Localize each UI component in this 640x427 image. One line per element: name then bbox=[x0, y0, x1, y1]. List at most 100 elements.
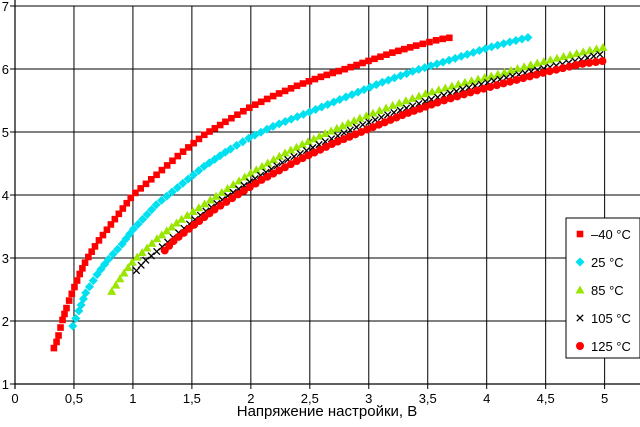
data-point bbox=[50, 344, 58, 352]
data-point bbox=[108, 249, 118, 259]
data-point bbox=[251, 179, 260, 188]
data-point bbox=[467, 76, 477, 85]
data-point bbox=[486, 82, 495, 91]
data-point bbox=[142, 180, 150, 188]
data-point bbox=[359, 59, 366, 67]
data-point bbox=[479, 84, 488, 93]
data-point bbox=[79, 265, 86, 272]
data-point bbox=[292, 142, 302, 151]
data-point bbox=[263, 95, 271, 103]
data-point bbox=[263, 172, 272, 181]
data-point bbox=[163, 162, 171, 169]
data-point bbox=[453, 92, 462, 101]
data-point bbox=[132, 252, 142, 261]
data-point bbox=[115, 210, 123, 218]
legend-marker bbox=[576, 314, 584, 322]
y-tick-label: 2 bbox=[2, 314, 9, 329]
data-point bbox=[365, 57, 372, 65]
data-point bbox=[71, 313, 81, 323]
series bbox=[50, 33, 608, 352]
data-point bbox=[532, 58, 542, 67]
data-point bbox=[347, 63, 354, 71]
data-point bbox=[511, 36, 521, 46]
series-1 bbox=[68, 33, 533, 331]
data-point bbox=[147, 205, 157, 215]
data-point bbox=[275, 90, 283, 97]
data-point bbox=[311, 75, 319, 83]
data-point bbox=[152, 234, 162, 243]
data-point bbox=[486, 71, 496, 80]
data-point bbox=[76, 270, 84, 278]
data-point bbox=[572, 48, 582, 57]
data-point bbox=[257, 161, 267, 170]
data-point bbox=[401, 96, 411, 105]
data-point bbox=[338, 121, 348, 130]
x-tick-label: 3,5 bbox=[419, 391, 437, 406]
data-point bbox=[545, 55, 555, 64]
data-point bbox=[107, 221, 115, 228]
data-point bbox=[222, 197, 231, 206]
data-point bbox=[286, 145, 296, 154]
data-point bbox=[91, 243, 99, 250]
data-point bbox=[182, 210, 192, 219]
data-point bbox=[473, 86, 482, 95]
data-point bbox=[572, 61, 581, 70]
data-point bbox=[446, 34, 453, 42]
data-point bbox=[251, 165, 261, 174]
data-point bbox=[332, 123, 342, 132]
data-point bbox=[65, 297, 73, 304]
data-point bbox=[499, 79, 508, 88]
data-point bbox=[211, 191, 221, 200]
data-point bbox=[61, 310, 68, 318]
data-point bbox=[137, 185, 144, 192]
data-point bbox=[341, 65, 348, 73]
x-tick-label: 1,5 bbox=[183, 391, 201, 406]
data-point bbox=[167, 187, 177, 197]
data-point bbox=[222, 118, 229, 126]
data-point bbox=[59, 316, 66, 324]
data-point bbox=[138, 214, 148, 224]
x-tick-label: 5 bbox=[601, 391, 608, 406]
data-point bbox=[174, 152, 182, 160]
data-point bbox=[142, 256, 150, 264]
data-point bbox=[119, 268, 129, 277]
data-point bbox=[123, 263, 133, 272]
data-point bbox=[426, 38, 433, 46]
data-point bbox=[211, 124, 219, 132]
data-point bbox=[177, 214, 187, 223]
legend-item: 85 °C bbox=[575, 283, 624, 298]
data-point bbox=[473, 74, 483, 83]
data-point bbox=[578, 47, 588, 56]
data-point bbox=[280, 148, 290, 157]
data-point bbox=[133, 219, 143, 229]
data-point bbox=[200, 199, 210, 208]
data-point bbox=[223, 184, 233, 193]
x-tick-label: 4,5 bbox=[537, 391, 555, 406]
data-point bbox=[375, 106, 385, 115]
data-point bbox=[147, 252, 155, 260]
data-point bbox=[433, 98, 442, 107]
data-point bbox=[293, 82, 301, 90]
data-point bbox=[81, 288, 91, 298]
data-point bbox=[400, 45, 408, 53]
legend-marker bbox=[576, 230, 584, 238]
legend-item: –40 °C bbox=[576, 227, 631, 242]
legend-label: 105 °C bbox=[591, 311, 631, 326]
data-point bbox=[257, 175, 266, 184]
data-point bbox=[188, 207, 198, 216]
data-point bbox=[532, 70, 541, 79]
data-point bbox=[57, 324, 64, 331]
y-tick-label: 4 bbox=[2, 188, 9, 203]
data-point bbox=[205, 195, 215, 204]
data-point bbox=[558, 64, 567, 73]
x-tick-label: 1 bbox=[129, 391, 136, 406]
x-tick-label: 0 bbox=[11, 391, 18, 406]
data-point bbox=[206, 128, 213, 135]
data-point bbox=[274, 151, 284, 160]
data-point bbox=[73, 277, 81, 284]
data-point bbox=[466, 88, 475, 97]
data-point bbox=[361, 111, 371, 120]
data-point bbox=[383, 51, 390, 58]
data-point bbox=[107, 286, 117, 295]
